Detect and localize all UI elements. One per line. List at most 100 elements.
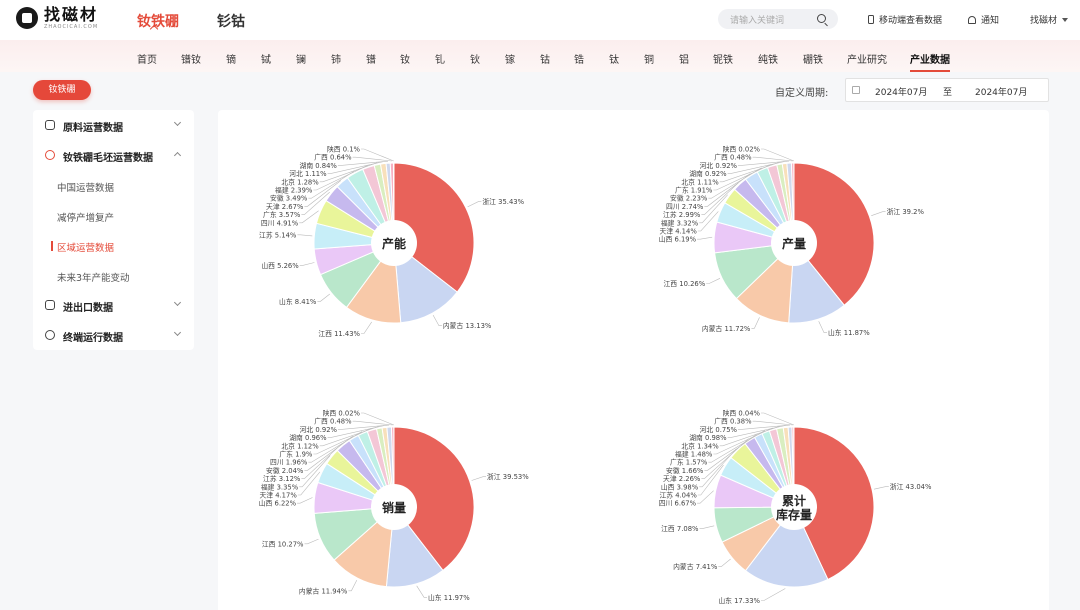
pie-leader-line — [699, 194, 728, 224]
pie-leader-line — [471, 476, 486, 481]
pie-leader-line — [348, 579, 358, 592]
pie-leader-line — [701, 438, 749, 479]
subnav-item[interactable]: 镨钕 — [181, 55, 201, 66]
pie-data-label: 福建 1.48% — [675, 450, 713, 459]
pie-data-label: 陕西 0.02% — [723, 145, 761, 154]
subnav-item[interactable]: 铌铁 — [713, 55, 733, 66]
active-subnav-underline — [910, 70, 950, 72]
pie-title: 销量 — [382, 500, 406, 515]
ship-icon — [45, 300, 55, 310]
sidebar-subitem-china[interactable]: 中国运营数据 — [57, 183, 115, 194]
pie-data-label: 江苏 2.99% — [663, 210, 701, 219]
pie-data-label: 内蒙古 7.41% — [673, 562, 718, 571]
pie-data-label: 陕西 0.04% — [723, 409, 761, 418]
pie-leader-line — [361, 321, 372, 334]
mobile-view-link[interactable]: 移动端查看数据 — [868, 13, 942, 26]
notification-label: 通知 — [981, 16, 1000, 26]
pie-data-label: 安徽 2.23% — [670, 194, 708, 203]
subnav-item[interactable]: 钬 — [470, 55, 480, 66]
pie-data-label: 安徽 2.04% — [266, 466, 304, 475]
pie-leader-line — [752, 156, 793, 162]
end-date[interactable]: 2024年07月 — [975, 88, 1028, 98]
pie-data-label: 福建 3.35% — [261, 482, 299, 491]
sidebar-item-import-export[interactable]: 进出口数据 — [33, 290, 194, 320]
subnav-item[interactable]: 钆 — [435, 55, 445, 66]
pie-data-label: 福建 3.32% — [661, 218, 699, 227]
date-separator: 至 — [943, 88, 953, 98]
chevron-down-icon — [173, 328, 182, 337]
pie-slice — [333, 505, 395, 588]
sidebar-item-terminal[interactable]: 终端运行数据 — [33, 320, 194, 350]
pie-leader-line — [338, 424, 390, 430]
pie-leader-line — [297, 497, 313, 504]
pie-data-label: 广西 0.48% — [314, 417, 352, 426]
pie-data-label: 四川 6.67% — [659, 500, 697, 508]
calendar-icon — [852, 86, 860, 94]
pie-leader-line — [297, 234, 313, 237]
sidebar-subitem-production-change[interactable]: 减停产增复产 — [57, 213, 115, 224]
pie-data-label: 安徽 1.66% — [666, 466, 704, 475]
pie-data-label: 浙江 39.2% — [887, 207, 925, 216]
sidebar: 原料运营数据 钕铁硼毛坯运营数据 中国运营数据 减停产增复产 区域运营数据 未来… — [33, 110, 194, 350]
subnav-item[interactable]: 锆 — [574, 55, 584, 66]
pie-slice — [744, 506, 829, 588]
subnav-item[interactable]: 首页 — [137, 55, 157, 66]
search-icon[interactable] — [817, 14, 826, 23]
subnav-item-active[interactable]: 产业数据 — [910, 55, 950, 66]
pie-leader-line — [738, 424, 790, 430]
top-navigation-bar: 找磁材 ZHAOCICAI.COM 钕铁硼 钐钴 请输入关键词 移动端查看数据 … — [0, 0, 1080, 40]
pie-data-label: 浙江 43.04% — [890, 482, 932, 491]
pie-data-label: 湖南 0.98% — [689, 433, 727, 442]
subnav-item[interactable]: 硼铁 — [803, 55, 823, 66]
start-date[interactable]: 2024年07月 — [875, 88, 928, 98]
subnav-item[interactable]: 铝 — [679, 55, 689, 66]
subnav-item[interactable]: 镓 — [505, 55, 515, 66]
pie-leader-line — [297, 471, 321, 496]
pie-data-label: 广西 0.64% — [314, 153, 352, 162]
pie-data-label: 北京 1.34% — [681, 441, 719, 450]
date-range-picker[interactable]: 2024年07月 至 2024年07月 — [845, 78, 1049, 102]
sidebar-subitem-capacity-forecast[interactable]: 未来3年产能变动 — [57, 273, 130, 284]
sidebar-item-blank-operations[interactable]: 钕铁硼毛坯运营数据 — [33, 140, 194, 170]
pie-leader-line — [818, 321, 827, 333]
subnav-item[interactable]: 钕 — [400, 55, 410, 66]
pie-center-hole — [771, 220, 817, 266]
pie-leader-line — [761, 148, 795, 162]
user-menu[interactable]: 找磁材 — [1030, 13, 1069, 26]
pie-data-label: 江西 11.43% — [318, 330, 360, 338]
period-label: 自定义周期: — [775, 88, 829, 99]
subnav-item[interactable]: 铽 — [261, 55, 271, 66]
category-pill[interactable]: 钕铁硼 — [33, 80, 91, 100]
subnav-item[interactable]: 镧 — [296, 55, 306, 66]
pie-data-label: 广西 0.48% — [714, 153, 752, 162]
pie-leader-line — [299, 455, 331, 488]
subnav-item[interactable]: 镨 — [366, 55, 376, 66]
pie-leader-line — [416, 585, 427, 598]
sidebar-item-label: 原料运营数据 — [63, 123, 123, 134]
subnav-item[interactable]: 铜 — [644, 55, 654, 66]
sidebar-subitem-regional[interactable]: 区域运营数据 — [50, 240, 114, 254]
search-input[interactable]: 请输入关键词 — [718, 9, 838, 29]
subnav-item[interactable]: 纯铁 — [758, 55, 778, 66]
pie-title: 累计 — [782, 493, 806, 508]
tab-ndfeb[interactable]: 钕铁硼 — [137, 14, 179, 30]
pie-leader-line — [361, 148, 394, 162]
subnav-item[interactable]: 钛 — [609, 55, 619, 66]
subnav-item[interactable]: 镝 — [226, 55, 236, 66]
tab-smco[interactable]: 钐钴 — [217, 14, 245, 30]
pie-leader-line — [697, 464, 724, 496]
pie-data-label: 湖南 0.84% — [300, 161, 338, 170]
pie-leader-line — [727, 161, 785, 174]
pie-data-label: 浙江 35.43% — [482, 197, 524, 206]
notification-link[interactable]: 通知 — [968, 13, 999, 26]
pie-leader-line — [432, 314, 442, 326]
pie-leader-line — [873, 486, 889, 490]
subnav-item[interactable]: 铈 — [331, 55, 341, 66]
pie-leader-line — [352, 156, 392, 162]
sidebar-item-label: 终端运行数据 — [63, 333, 123, 344]
pie-data-label: 江苏 4.04% — [659, 491, 697, 500]
sidebar-item-raw-material[interactable]: 原料运营数据 — [33, 110, 194, 140]
subnav-item[interactable]: 钴 — [540, 55, 550, 66]
subnav-item[interactable]: 产业研究 — [847, 55, 887, 66]
logo[interactable]: 找磁材 ZHAOCICAI.COM — [16, 6, 98, 30]
